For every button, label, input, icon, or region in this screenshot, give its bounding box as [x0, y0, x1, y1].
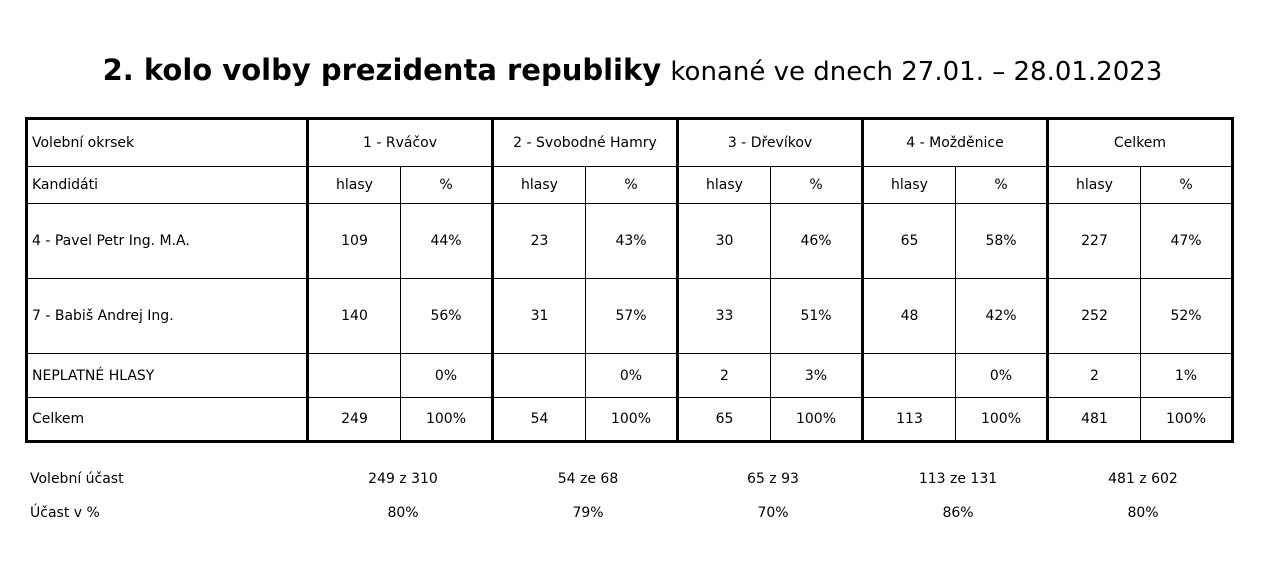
subheader-row: Kandidáti hlasy % hlasy % hlasy % hlasy …	[26, 166, 1233, 204]
cell-pct: 51%	[770, 278, 863, 354]
turnout-value: 481 z 602	[1108, 471, 1178, 487]
cell-pct: 100%	[400, 397, 493, 442]
table-row-invalid: NEPLATNÉ HLASY 0% 0% 2 3% 0% 2 1%	[26, 353, 1233, 398]
col-votes: hlasy	[1046, 166, 1141, 204]
cell-votes: 33	[676, 278, 771, 354]
cell-pct: 0%	[400, 353, 493, 398]
turnout-pct-value: 86%	[942, 505, 974, 521]
turnout-pct-label: Účast v %	[30, 505, 100, 521]
cell-votes: 481	[1046, 397, 1141, 442]
cell-pct: 0%	[585, 353, 678, 398]
cell-votes: 109	[306, 203, 401, 279]
candidates-label: Kandidáti	[26, 166, 309, 204]
table-row-candidate-babis: 7 - Babiš Andrej Ing. 140 56% 31 57% 33 …	[26, 278, 1233, 354]
turnout-value: 113 ze 131	[918, 471, 998, 487]
cell-pct: 100%	[1140, 397, 1233, 442]
district-header-row: Volební okrsek 1 - Rváčov 2 - Svobodné H…	[26, 118, 1233, 167]
cell-pct: 56%	[400, 278, 493, 354]
district-1: 1 - Rváčov	[306, 118, 493, 167]
cell-votes	[861, 353, 956, 398]
turnout-pct-value: 70%	[757, 505, 789, 521]
col-votes: hlasy	[491, 166, 586, 204]
row-label: NEPLATNÉ HLASY	[26, 353, 309, 398]
cell-votes: 31	[491, 278, 586, 354]
turnout-value: 54 ze 68	[557, 471, 619, 487]
district-3: 3 - Dřevíkov	[676, 118, 863, 167]
cell-votes	[306, 353, 401, 398]
district-4: 4 - Možděnice	[861, 118, 1048, 167]
cell-pct: 44%	[400, 203, 493, 279]
cell-pct: 52%	[1140, 278, 1233, 354]
turnout-value: 249 z 310	[368, 471, 438, 487]
col-pct: %	[770, 166, 863, 204]
cell-pct: 0%	[955, 353, 1048, 398]
row-label: 7 - Babiš Andrej Ing.	[26, 278, 309, 354]
col-votes: hlasy	[861, 166, 956, 204]
cell-votes	[491, 353, 586, 398]
turnout-pct-value: 79%	[572, 505, 604, 521]
cell-votes: 249	[306, 397, 401, 442]
cell-votes: 48	[861, 278, 956, 354]
district-total: Celkem	[1046, 118, 1233, 167]
col-votes: hlasy	[676, 166, 771, 204]
cell-pct: 42%	[955, 278, 1048, 354]
row-label: Celkem	[26, 397, 309, 442]
table-row-total: Celkem 249 100% 54 100% 65 100% 113 100%…	[26, 397, 1233, 442]
turnout-pct-value: 80%	[387, 505, 419, 521]
table-row-candidate-pavel: 4 - Pavel Petr Ing. M.A. 109 44% 23 43% …	[26, 203, 1233, 279]
cell-votes: 140	[306, 278, 401, 354]
row-label: 4 - Pavel Petr Ing. M.A.	[26, 203, 309, 279]
cell-votes: 252	[1046, 278, 1141, 354]
cell-votes: 65	[861, 203, 956, 279]
col-pct: %	[1140, 166, 1233, 204]
cell-pct: 100%	[770, 397, 863, 442]
cell-votes: 113	[861, 397, 956, 442]
cell-pct: 47%	[1140, 203, 1233, 279]
page-title: 2. kolo volby prezidenta republiky konan…	[0, 50, 1265, 92]
col-votes: hlasy	[306, 166, 401, 204]
turnout-pct-value: 80%	[1127, 505, 1159, 521]
turnout-value: 65 z 93	[747, 471, 799, 487]
cell-votes: 2	[676, 353, 771, 398]
results-table: Volební okrsek 1 - Rváčov 2 - Svobodné H…	[25, 117, 1234, 443]
cell-pct: 57%	[585, 278, 678, 354]
cell-votes: 54	[491, 397, 586, 442]
col-pct: %	[400, 166, 493, 204]
district-2: 2 - Svobodné Hamry	[491, 118, 678, 167]
cell-pct: 100%	[955, 397, 1048, 442]
cell-pct: 3%	[770, 353, 863, 398]
cell-pct: 58%	[955, 203, 1048, 279]
cell-pct: 46%	[770, 203, 863, 279]
cell-pct: 100%	[585, 397, 678, 442]
cell-votes: 30	[676, 203, 771, 279]
cell-votes: 65	[676, 397, 771, 442]
title-dates: konané ve dnech 27.01. – 28.01.2023	[670, 57, 1163, 87]
title-main: 2. kolo volby prezidenta republiky	[102, 53, 662, 87]
col-pct: %	[955, 166, 1048, 204]
cell-votes: 2	[1046, 353, 1141, 398]
cell-votes: 23	[491, 203, 586, 279]
col-pct: %	[585, 166, 678, 204]
cell-pct: 1%	[1140, 353, 1233, 398]
turnout-label: Volební účast	[30, 471, 124, 487]
cell-votes: 227	[1046, 203, 1141, 279]
cell-pct: 43%	[585, 203, 678, 279]
district-header-label: Volební okrsek	[26, 118, 308, 167]
